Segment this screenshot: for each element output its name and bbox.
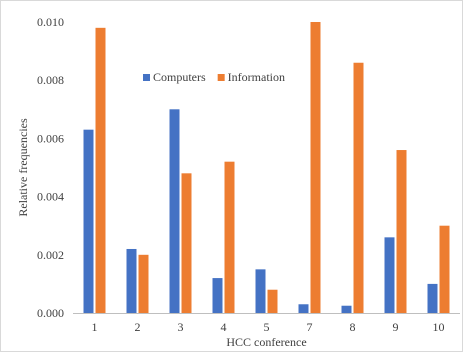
bar-computers-7 [298,304,309,313]
bar-group [83,22,450,313]
legend-swatch-information [217,74,225,81]
legend-label-computers: Computers [153,70,206,84]
y-tick-label: 0.006 [37,131,64,145]
bar-computers-2 [126,248,137,313]
bar-information-10 [439,225,450,313]
y-tick-label: 0.010 [37,15,64,29]
bar-information-1 [95,27,106,313]
x-tick-label: 10 [433,320,445,334]
y-tick-label: 0.002 [37,248,64,262]
y-tick-labels: 0.000 0.002 0.004 0.006 0.008 0.010 [37,15,64,320]
y-axis-title: Relative frequencies [16,118,30,217]
bar-computers-1 [83,129,94,313]
bar-information-5 [267,289,278,313]
bar-information-9 [396,150,407,313]
x-tick-label: 3 [178,320,184,334]
x-tick-label: 5 [264,320,270,334]
y-tick-label: 0.000 [37,306,64,320]
bar-information-3 [181,173,192,313]
bar-computers-10 [427,283,438,313]
bar-computers-3 [169,109,180,313]
legend: Computers Information [143,70,285,84]
x-tick-labels: 1 2 3 4 5 7 8 9 10 [92,320,445,334]
bar-information-7 [310,22,321,313]
x-tick-label: 2 [135,320,141,334]
x-tick-label: 1 [92,320,98,334]
bar-information-8 [353,62,364,313]
x-axis-title: HCC conference [226,335,306,349]
legend-label-information: Information [228,70,285,84]
bar-information-4 [224,161,235,313]
bar-computers-8 [341,305,352,313]
bar-information-2 [138,254,149,313]
bar-computers-5 [255,269,266,313]
y-tick-label: 0.004 [37,190,64,204]
bar-computers-4 [212,278,223,313]
x-tick-label: 4 [221,320,227,334]
bar-computers-9 [384,237,395,313]
legend-swatch-computers [143,74,150,81]
x-tick-label: 7 [307,320,313,334]
x-tick-label: 9 [393,320,399,334]
x-tick-label: 8 [350,320,356,334]
y-tick-label: 0.008 [37,73,64,87]
